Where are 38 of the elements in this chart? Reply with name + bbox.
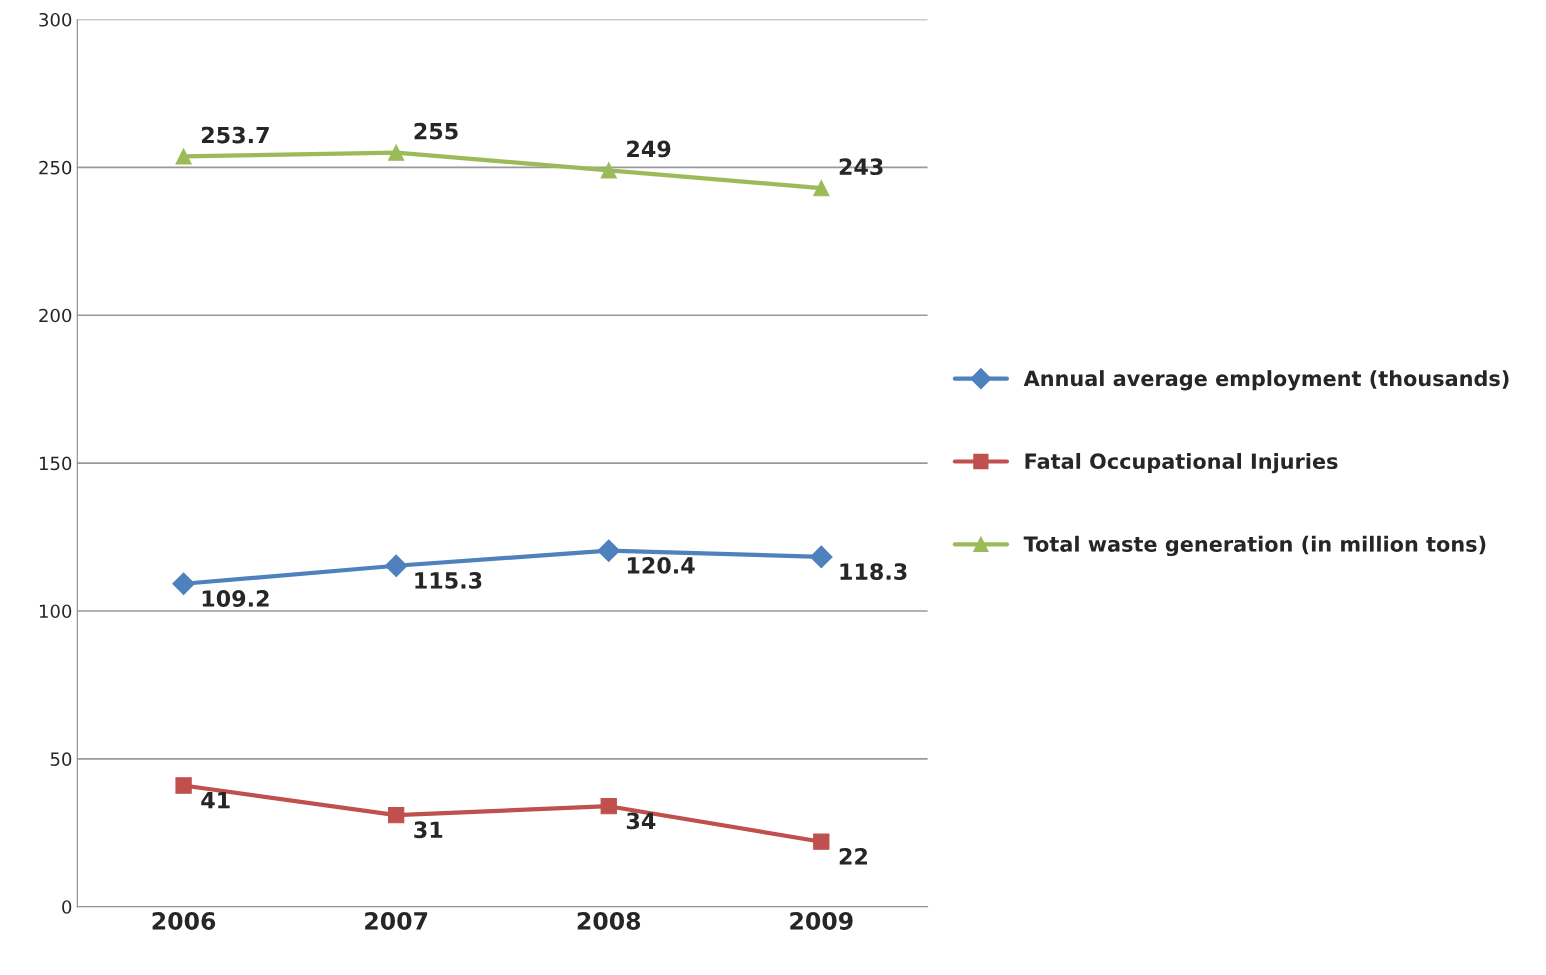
- data-label: 115.3: [415, 572, 482, 589]
- data-label: 22: [839, 847, 867, 865]
- data-label: 34: [626, 812, 656, 830]
- y-tick-label: 150: [39, 456, 72, 471]
- x-tick-label: 2007: [365, 912, 428, 930]
- point: [384, 554, 408, 578]
- data-label: 31: [414, 821, 443, 839]
- data-label: 109.2: [202, 590, 269, 607]
- y-tick-label: 100: [39, 604, 72, 619]
- point: [813, 833, 830, 850]
- y-tick-label: 50: [50, 752, 72, 766]
- data-label: 249: [627, 140, 671, 158]
- point: [813, 179, 830, 197]
- x-tick-label: 2006: [152, 912, 216, 930]
- point: [388, 144, 405, 161]
- y-tick-label: 200: [39, 308, 72, 323]
- point: [600, 798, 617, 815]
- point: [172, 572, 195, 596]
- point: [809, 545, 833, 569]
- legend-label: Fatal Occupational Injuries: [1025, 452, 1338, 474]
- data-label: 118.3: [840, 563, 907, 580]
- point: [175, 777, 192, 794]
- data-label: 253.7: [202, 126, 269, 144]
- x-tick-label: 2009: [790, 912, 853, 930]
- point: [175, 148, 192, 165]
- x-tick-label: 2008: [577, 912, 641, 930]
- legend-label: Total waste generation (in million tons): [1023, 535, 1486, 557]
- y-tick-label: 300: [39, 12, 72, 27]
- data-label: 120.4: [627, 556, 695, 574]
- data-label: 255: [414, 122, 458, 140]
- point: [388, 806, 405, 824]
- data-label: 41: [201, 792, 230, 809]
- point: [600, 162, 617, 179]
- y-tick-label: 0: [62, 900, 72, 914]
- legend-label: Annual average employment (thousands): [1023, 370, 1509, 391]
- y-tick-label: 250: [39, 160, 72, 175]
- point: [597, 539, 621, 562]
- data-label: 243: [839, 158, 883, 176]
